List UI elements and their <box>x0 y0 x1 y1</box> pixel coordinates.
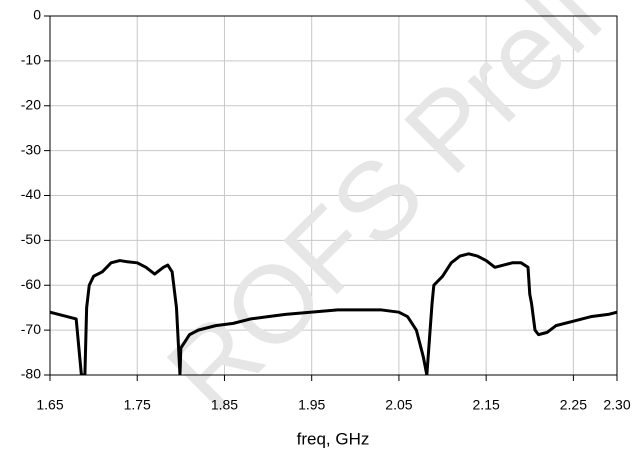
y-tick-label: -70 <box>21 321 41 337</box>
y-tick-label: -30 <box>21 141 41 157</box>
y-tick-label: -80 <box>21 366 41 382</box>
watermark: ROFS Preli <box>144 0 624 434</box>
y-tick-label: -20 <box>21 96 41 112</box>
y-tick-label: 0 <box>33 7 41 23</box>
x-tick-label: 2.30 <box>603 397 630 413</box>
x-tick-label: 1.65 <box>36 397 63 413</box>
data-line <box>50 252 617 375</box>
x-axis-label: freq, GHz <box>297 429 370 448</box>
x-tick-label: 2.15 <box>473 397 500 413</box>
y-tick-label: -10 <box>21 52 41 68</box>
x-tick-label: 2.05 <box>385 397 412 413</box>
y-tick-label: -60 <box>21 276 41 292</box>
x-tick-label: 1.85 <box>211 397 238 413</box>
y-tick-label: -50 <box>21 231 41 247</box>
x-tick-label: 1.75 <box>124 397 151 413</box>
x-tick-label: 1.95 <box>298 397 325 413</box>
y-tick-label: -40 <box>21 186 41 202</box>
x-tick-label: 2.25 <box>560 397 587 413</box>
